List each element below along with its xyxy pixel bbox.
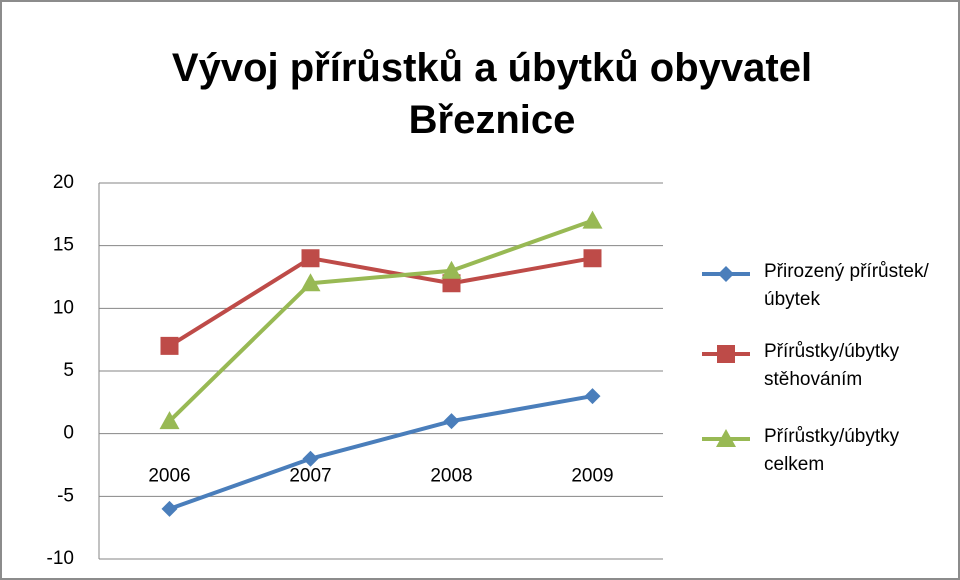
data-point (161, 500, 178, 517)
y-tick-label: -5 (57, 485, 74, 506)
legend-label: Přírůstky/úbytky celkem (764, 426, 900, 475)
y-tick-label: 15 (53, 235, 74, 256)
y-tick-label: 10 (53, 297, 74, 318)
y-tick-label: 0 (63, 423, 74, 444)
data-point (300, 273, 321, 292)
y-tick-label: -10 (47, 548, 74, 569)
series-line (168, 394, 593, 511)
chart-title: Vývoj přírůstků a úbytků obyvatel Březni… (171, 46, 813, 142)
legend-marker (717, 345, 735, 363)
y-tick-label: 20 (53, 172, 74, 193)
x-tick-label: 2009 (571, 466, 613, 487)
data-point (582, 210, 603, 229)
series-line (168, 218, 594, 423)
y-tick-label: 5 (63, 360, 74, 381)
legend-label: Přírůstky/úbytky stěhováním (764, 341, 900, 390)
data-point (584, 388, 601, 405)
legend-marker (716, 429, 736, 447)
x-tick-label: 2006 (148, 466, 190, 487)
data-point (301, 249, 320, 268)
data-point (583, 249, 602, 268)
data-point (442, 274, 461, 293)
legend-marker (718, 266, 734, 282)
x-tick-label: 2007 (289, 466, 331, 487)
data-point (443, 413, 460, 430)
series-line (168, 256, 593, 348)
data-point (159, 411, 180, 430)
data-point (302, 450, 319, 467)
x-tick-label: 2008 (430, 466, 472, 487)
data-point (441, 260, 462, 279)
data-point (160, 336, 179, 355)
legend-label: Přirozený přírůstek/úbytek (764, 261, 929, 310)
